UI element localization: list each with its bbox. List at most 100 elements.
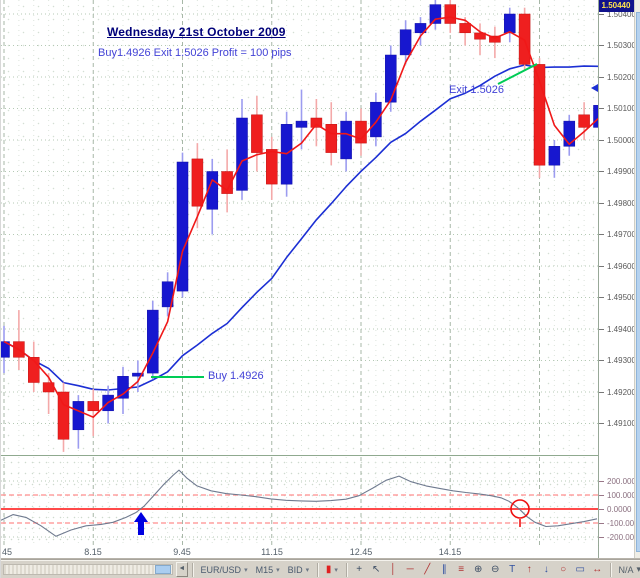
trade-summary: Buy1.4926 Exit 1.5026 Profit = 100 pips [98, 47, 292, 59]
template-dropdown[interactable]: N/A ▾ [618, 564, 640, 575]
scroll-to-begin-button[interactable]: ◄ [175, 562, 188, 577]
trendline-icon[interactable]: ╱ [424, 563, 431, 575]
text-tool-icon[interactable]: T [509, 563, 516, 575]
price-tick-label: 1.49700 [607, 230, 636, 239]
bull-candle [593, 105, 598, 128]
zoom-in-icon[interactable]: ⊕ [474, 563, 483, 575]
time-tick-label: 45 [2, 547, 13, 557]
axis-tick [599, 481, 604, 482]
price-tick-label: 1.50400 [607, 9, 636, 19]
time-tick-label: 9.45 [173, 547, 191, 557]
axis-tick [599, 14, 604, 15]
bear-candle [444, 4, 457, 24]
axis-tick [599, 234, 604, 235]
bull-candle [370, 101, 382, 138]
time-tick-label: 8.15 [84, 547, 102, 557]
bull-candle [385, 54, 397, 103]
indicator-line [1, 469, 598, 537]
bear-candle [474, 32, 486, 40]
horizontal-scrollbar[interactable] [3, 564, 173, 575]
bear-candle [489, 35, 501, 43]
indicator-tick-label: 200.0000 [607, 476, 640, 486]
chevron-down-icon: ▾ [636, 564, 640, 575]
axis-tick [599, 140, 604, 141]
bull-candle [340, 120, 352, 160]
price-tick-label: 1.50200 [607, 72, 636, 82]
bear-candle [87, 401, 100, 412]
price-tick-label: 1.49100 [607, 419, 636, 428]
vertical-line-icon[interactable]: │ [390, 563, 397, 575]
axis-separator [598, 0, 599, 559]
chart-style-dropdown[interactable]: ▮ ▾ [322, 563, 342, 576]
chart-title: Wednesday 21st October 2009 [107, 25, 286, 39]
indicator-tick-label: 100.0000 [607, 490, 640, 500]
channel-icon[interactable]: ∥ [441, 563, 447, 575]
toolbar-separator [609, 562, 611, 577]
price-tick-label: 1.49500 [607, 293, 636, 302]
price-tick-label: 1.49900 [607, 167, 636, 176]
axis-tick [599, 523, 604, 524]
bottom-toolbar: ◄ EUR/USD ▾ M15 ▾ BID ▾ ▮ ▾ + ↖ │ ─ ╱ ∥ ≡ ⊕ ⊖ T ↑ ↓… [1, 559, 640, 578]
chevron-down-icon: ▾ [244, 566, 248, 574]
price-tick-label: 1.49400 [607, 324, 636, 334]
indicator-tick-label: -100.000 [607, 518, 639, 528]
toolbar-separator [345, 562, 347, 577]
axis-tick [599, 108, 604, 109]
price-tick-label: 1.49600 [607, 261, 636, 271]
bull-candle [132, 372, 144, 377]
price-tick-label: 1.50300 [607, 41, 636, 50]
candlestick-style-icon: ▮ [325, 564, 332, 575]
price-tick-label: 1.49800 [607, 198, 636, 208]
bear-candle [191, 158, 204, 207]
bear-candle [325, 124, 338, 153]
panel-splitter[interactable] [1, 455, 599, 456]
price-axis: 1.50400 1.50300 1.50200 1.50100 1.50000 1.499… [599, 0, 640, 559]
vertical-scrollbar-thumb[interactable] [636, 12, 640, 552]
price-chart-panel: Wednesday 21st October 2009 Buy1.4926 Ex… [1, 0, 598, 455]
price-type-dropdown[interactable]: BID ▾ [284, 564, 314, 576]
bear-candle [355, 120, 367, 144]
bull-candle [236, 117, 248, 191]
price-chart-canvas[interactable] [1, 0, 598, 455]
symbol-dropdown[interactable]: EUR/USD ▾ [197, 564, 252, 576]
width-tool-icon[interactable]: ↔ [592, 563, 603, 575]
chevron-down-icon: ▾ [334, 566, 338, 574]
indicator-canvas[interactable] [1, 457, 598, 545]
current-price-box: 1.50440 [598, 0, 634, 12]
bear-candle [518, 13, 531, 65]
horizontal-scrollbar-thumb[interactable] [154, 565, 171, 574]
bull-candle [117, 376, 129, 399]
arrow-up-tool-icon[interactable]: ↑ [526, 563, 532, 575]
vertical-scrollbar[interactable] [634, 0, 640, 559]
timeframe-dropdown[interactable]: M15 ▾ [252, 564, 284, 576]
bear-candle [251, 114, 263, 153]
cursor-icon[interactable]: ↖ [372, 563, 381, 575]
chevron-down-icon: ▾ [276, 566, 280, 574]
bull-candle [72, 401, 85, 431]
zoom-out-icon[interactable]: ⊖ [491, 563, 500, 575]
axis-tick [599, 423, 604, 424]
bear-candle [578, 114, 590, 128]
bull-candle [414, 23, 427, 34]
crosshair-icon[interactable]: + [356, 563, 363, 575]
time-tick-label: 12.45 [349, 547, 373, 557]
axis-tick [599, 266, 604, 267]
bear-candle [266, 149, 278, 185]
axis-tick [599, 360, 604, 361]
rectangle-tool-icon[interactable]: ▭ [575, 563, 585, 575]
ellipse-tool-icon[interactable]: ○ [560, 563, 567, 575]
indicator-tick-label: -200.000 [607, 532, 639, 542]
toolbar-separator [317, 562, 318, 577]
fibonacci-icon[interactable]: ≡ [458, 563, 465, 575]
axis-tick [599, 392, 604, 393]
bear-candle [459, 23, 471, 34]
indicator-tick-label: 0.0000 [607, 504, 632, 514]
bear-candle [533, 64, 546, 166]
axis-tick [599, 203, 604, 204]
toolbar-separator [191, 562, 193, 577]
drawing-tool-group: + ↖ │ ─ ╱ ∥ ≡ ⊕ ⊖ T ↑ ↓ ○ ▭ ↔ [351, 563, 606, 577]
arrow-down-tool-icon[interactable]: ↓ [543, 563, 549, 575]
horizontal-line-icon[interactable]: ─ [406, 563, 414, 575]
axis-tick [599, 495, 604, 496]
time-tick-label: 14.15 [438, 547, 462, 557]
